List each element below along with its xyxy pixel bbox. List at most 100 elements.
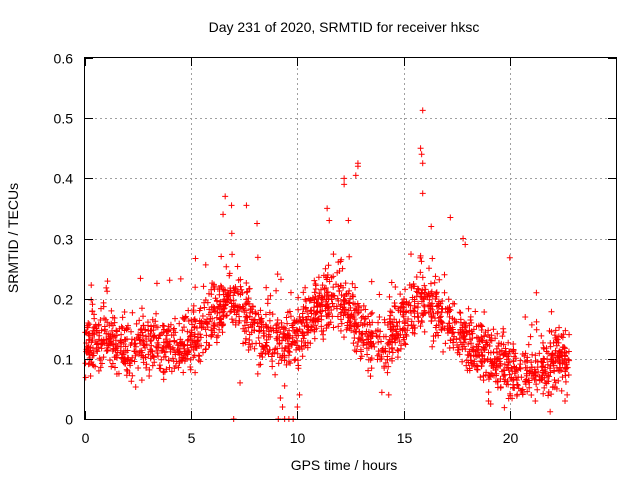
data-point <box>418 151 425 158</box>
data-point <box>254 370 261 377</box>
data-point <box>446 313 453 320</box>
data-point <box>120 351 127 358</box>
data-point <box>142 326 149 333</box>
data-point <box>299 353 306 360</box>
data-point <box>359 330 366 337</box>
data-point <box>148 342 155 349</box>
data-point <box>376 333 383 340</box>
data-point <box>135 334 142 341</box>
data-point <box>255 334 262 341</box>
data-point <box>382 359 389 366</box>
data-point <box>274 271 281 278</box>
data-point <box>274 333 281 340</box>
data-point <box>564 364 571 371</box>
data-point <box>161 348 168 355</box>
data-point <box>518 374 525 381</box>
data-point <box>318 301 325 308</box>
data-point <box>338 320 345 327</box>
data-point <box>156 362 163 369</box>
data-point <box>101 323 108 330</box>
data-point <box>175 342 182 349</box>
data-point <box>187 341 194 348</box>
data-point <box>284 343 291 350</box>
data-point <box>208 291 215 298</box>
data-point <box>439 305 446 312</box>
x-tick-label: 20 <box>503 430 519 446</box>
y-tick-label: 0.6 <box>54 51 74 67</box>
data-point <box>229 251 236 258</box>
data-point <box>303 297 310 304</box>
data-point <box>213 314 220 321</box>
data-point <box>389 327 396 334</box>
data-point <box>485 389 492 396</box>
data-point <box>275 360 282 367</box>
data-point <box>261 344 268 351</box>
data-point <box>167 346 174 352</box>
data-point <box>389 355 396 362</box>
data-point <box>153 310 160 317</box>
data-point <box>155 341 162 348</box>
data-point <box>273 322 280 329</box>
data-point <box>161 368 168 375</box>
data-point <box>428 223 435 230</box>
data-point <box>272 371 279 378</box>
data-point <box>311 289 318 296</box>
data-point <box>228 300 235 307</box>
data-point <box>433 329 440 336</box>
data-point <box>166 338 173 345</box>
data-point <box>418 290 425 297</box>
data-point <box>442 340 449 347</box>
data-point <box>240 325 247 332</box>
data-point <box>302 284 309 291</box>
data-point <box>528 375 535 382</box>
data-point <box>274 337 281 344</box>
data-point <box>232 302 239 309</box>
data-point <box>330 273 337 280</box>
data-point <box>129 309 136 316</box>
data-point <box>260 346 267 353</box>
data-point <box>429 343 436 350</box>
data-point <box>100 303 107 310</box>
data-point <box>158 330 165 337</box>
data-point <box>220 286 227 293</box>
data-point <box>456 335 463 342</box>
data-point <box>338 282 345 289</box>
data-point <box>384 321 391 328</box>
data-point <box>192 284 199 291</box>
data-point <box>410 307 417 314</box>
data-point <box>552 347 559 354</box>
data-point <box>335 297 342 304</box>
data-point <box>374 327 381 334</box>
data-point <box>172 351 179 358</box>
data-point <box>323 285 330 292</box>
data-point <box>402 286 409 293</box>
data-point <box>104 319 111 326</box>
data-point <box>286 327 293 334</box>
data-point <box>365 313 372 320</box>
data-point <box>189 337 196 344</box>
data-point <box>542 379 549 386</box>
data-point <box>317 286 324 293</box>
data-point <box>203 332 210 339</box>
data-point <box>248 329 255 336</box>
data-point <box>262 311 269 318</box>
data-point <box>228 230 235 237</box>
data-point <box>435 332 442 339</box>
data-point <box>330 324 337 331</box>
data-point <box>269 363 276 370</box>
data-point <box>399 327 406 334</box>
data-point <box>172 315 179 322</box>
data-point <box>402 341 409 348</box>
data-point <box>396 338 403 345</box>
data-point <box>388 279 395 286</box>
data-point <box>160 376 167 383</box>
data-point <box>302 316 309 323</box>
data-point <box>478 349 485 356</box>
data-point <box>335 259 342 266</box>
data-point <box>190 354 197 361</box>
data-point <box>207 309 214 316</box>
data-point <box>108 338 115 345</box>
data-point <box>445 296 452 303</box>
data-point <box>140 313 147 320</box>
data-point <box>106 357 113 364</box>
